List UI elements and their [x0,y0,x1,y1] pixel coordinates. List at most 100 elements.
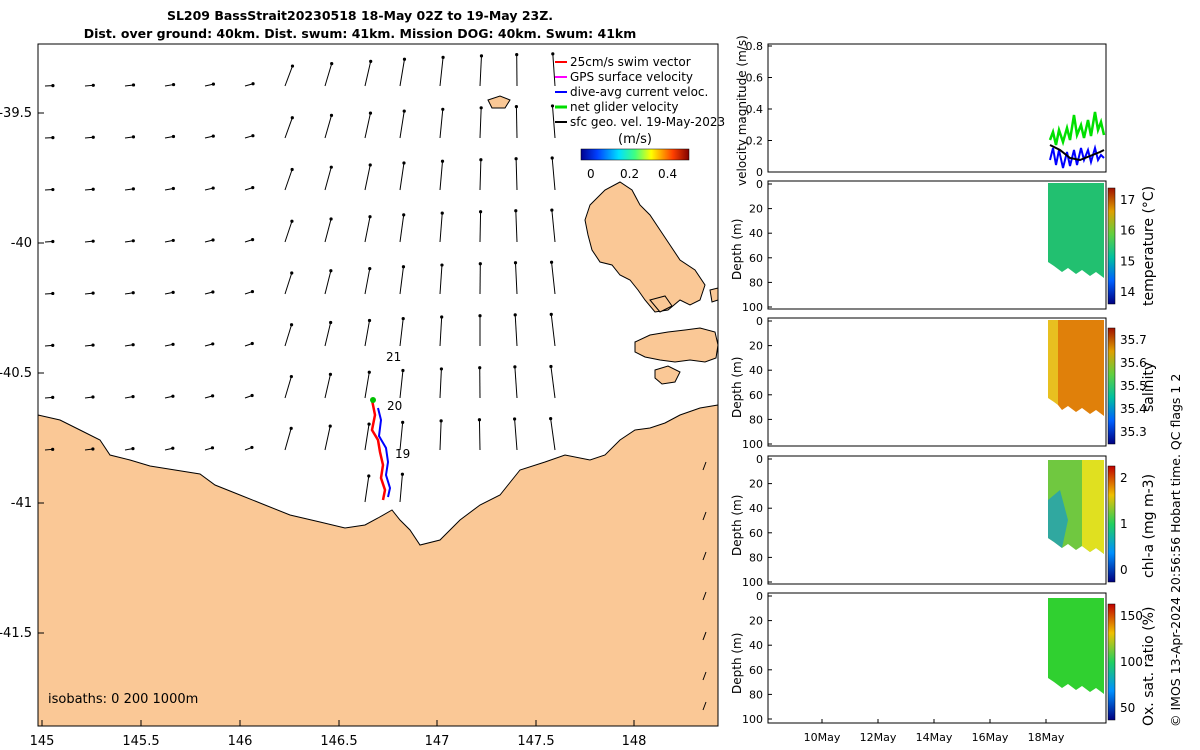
current-vector-head [549,312,553,316]
current-vector-head [171,394,175,398]
current-vector [284,169,293,191]
current-vector-head [290,64,295,68]
salinity-cbar-tick: 35.3 [1120,425,1147,439]
current-vector-head [251,186,255,190]
depth-tick-label: 0 [756,315,763,328]
current-vector [364,61,372,87]
current-vector [324,374,331,399]
glider-track [370,397,392,501]
depth-tick-label: 40 [749,502,763,515]
depth-tick-label: 0 [756,590,763,603]
depth-tick-label: 60 [749,664,763,677]
current-vector-head [549,260,554,264]
current-vector-head [131,447,135,451]
current-vector-head [402,109,406,113]
current-vector [439,213,443,243]
current-vector [478,419,481,451]
current-vector-head [329,217,333,221]
current-vector-head [367,422,371,426]
current-vector-head [512,417,517,421]
current-vector [364,424,370,451]
current-vector [284,376,292,399]
current-vector-head [251,82,255,86]
velocity-ylabel: velocity magnitude (m/s) [735,35,749,186]
isobaths-label: isobaths: 0 200 1000m [48,692,198,707]
current-vector-head [250,393,254,398]
current-vector [284,65,293,87]
depth-tick-label: 100 [742,438,763,451]
colorbar-tick: 0.4 [658,167,677,181]
current-vector-head [514,105,519,109]
depth-tick-label: 100 [742,301,763,314]
current-vector [702,551,707,561]
current-vector-head [289,426,293,430]
chla-ylabel: Depth (m) [730,494,744,556]
chla-cbar-tick: 1 [1120,517,1128,531]
current-vector-head [171,446,175,450]
current-vector [514,262,518,295]
current-vector [702,701,707,711]
current-vector-head [329,320,333,325]
velocity-tick-label: 0.6 [746,72,764,85]
salinity-panel [767,317,1116,447]
current-vector-head [478,210,483,214]
current-vector-head [131,395,135,399]
current-vector-head [91,447,95,451]
current-vector-head [51,447,55,451]
current-vector [479,159,482,191]
current-vector-head [131,187,135,191]
current-vector [515,158,518,191]
current-vector-head [401,265,406,269]
current-vector-head [401,316,405,321]
depth-tick-label: 20 [749,203,763,216]
current-vector [364,372,370,399]
salinity-cbar-tick: 35.7 [1120,333,1147,347]
depth-tick-label: 80 [749,688,763,701]
current-vector-head [171,290,175,294]
day-label: 21 [386,350,401,364]
current-vector [399,474,403,503]
colorbar-units: (m/s) [618,132,652,147]
current-vector [364,268,371,295]
colorbar-tick: 0.2 [620,167,639,181]
current-vector-head [91,395,95,399]
current-vector [514,314,518,347]
current-vector [551,157,556,191]
current-vector [702,591,707,601]
map-title-line-2: Dist. over ground: 40km. Dist. swum: 41k… [83,26,637,41]
current-vector-head [367,474,371,478]
current-vector-head [91,239,95,243]
current-vector [364,216,371,243]
depth-tick-label: 80 [749,551,763,564]
cape-barren-island [634,327,719,363]
current-vector-head [131,291,135,295]
current-vector [284,324,293,347]
current-vector-head [368,215,372,219]
velocity-tick-label: 0.8 [746,40,764,53]
current-vector [324,426,331,451]
depth-tick-label: 60 [749,527,763,540]
current-vector-head [550,104,555,108]
sfc-velocity-line [1049,144,1105,162]
current-vector [551,262,556,295]
current-vector-head [91,343,95,347]
current-vector [515,210,518,243]
map-ticks: 145 145.5 146 146.5 147 147.5 148 -39.5 -40 -40.5… [0,106,646,749]
depth-tick-label: 40 [749,639,763,652]
current-vector-head [251,134,255,138]
current-vector-head [211,394,215,398]
current-vector-head [250,238,255,242]
current-vector [551,105,556,139]
current-vector [399,318,404,347]
current-vector [324,115,332,139]
salinity-ylabel: Depth (m) [730,356,744,418]
current-vector-head [328,424,332,428]
current-vector-head [478,314,482,318]
current-vector-head [289,323,294,327]
current-vector [284,428,292,451]
current-vector [550,314,556,347]
temperature-cbar-tick: 15 [1120,254,1135,268]
current-vector [284,117,293,139]
current-vector [399,214,405,243]
